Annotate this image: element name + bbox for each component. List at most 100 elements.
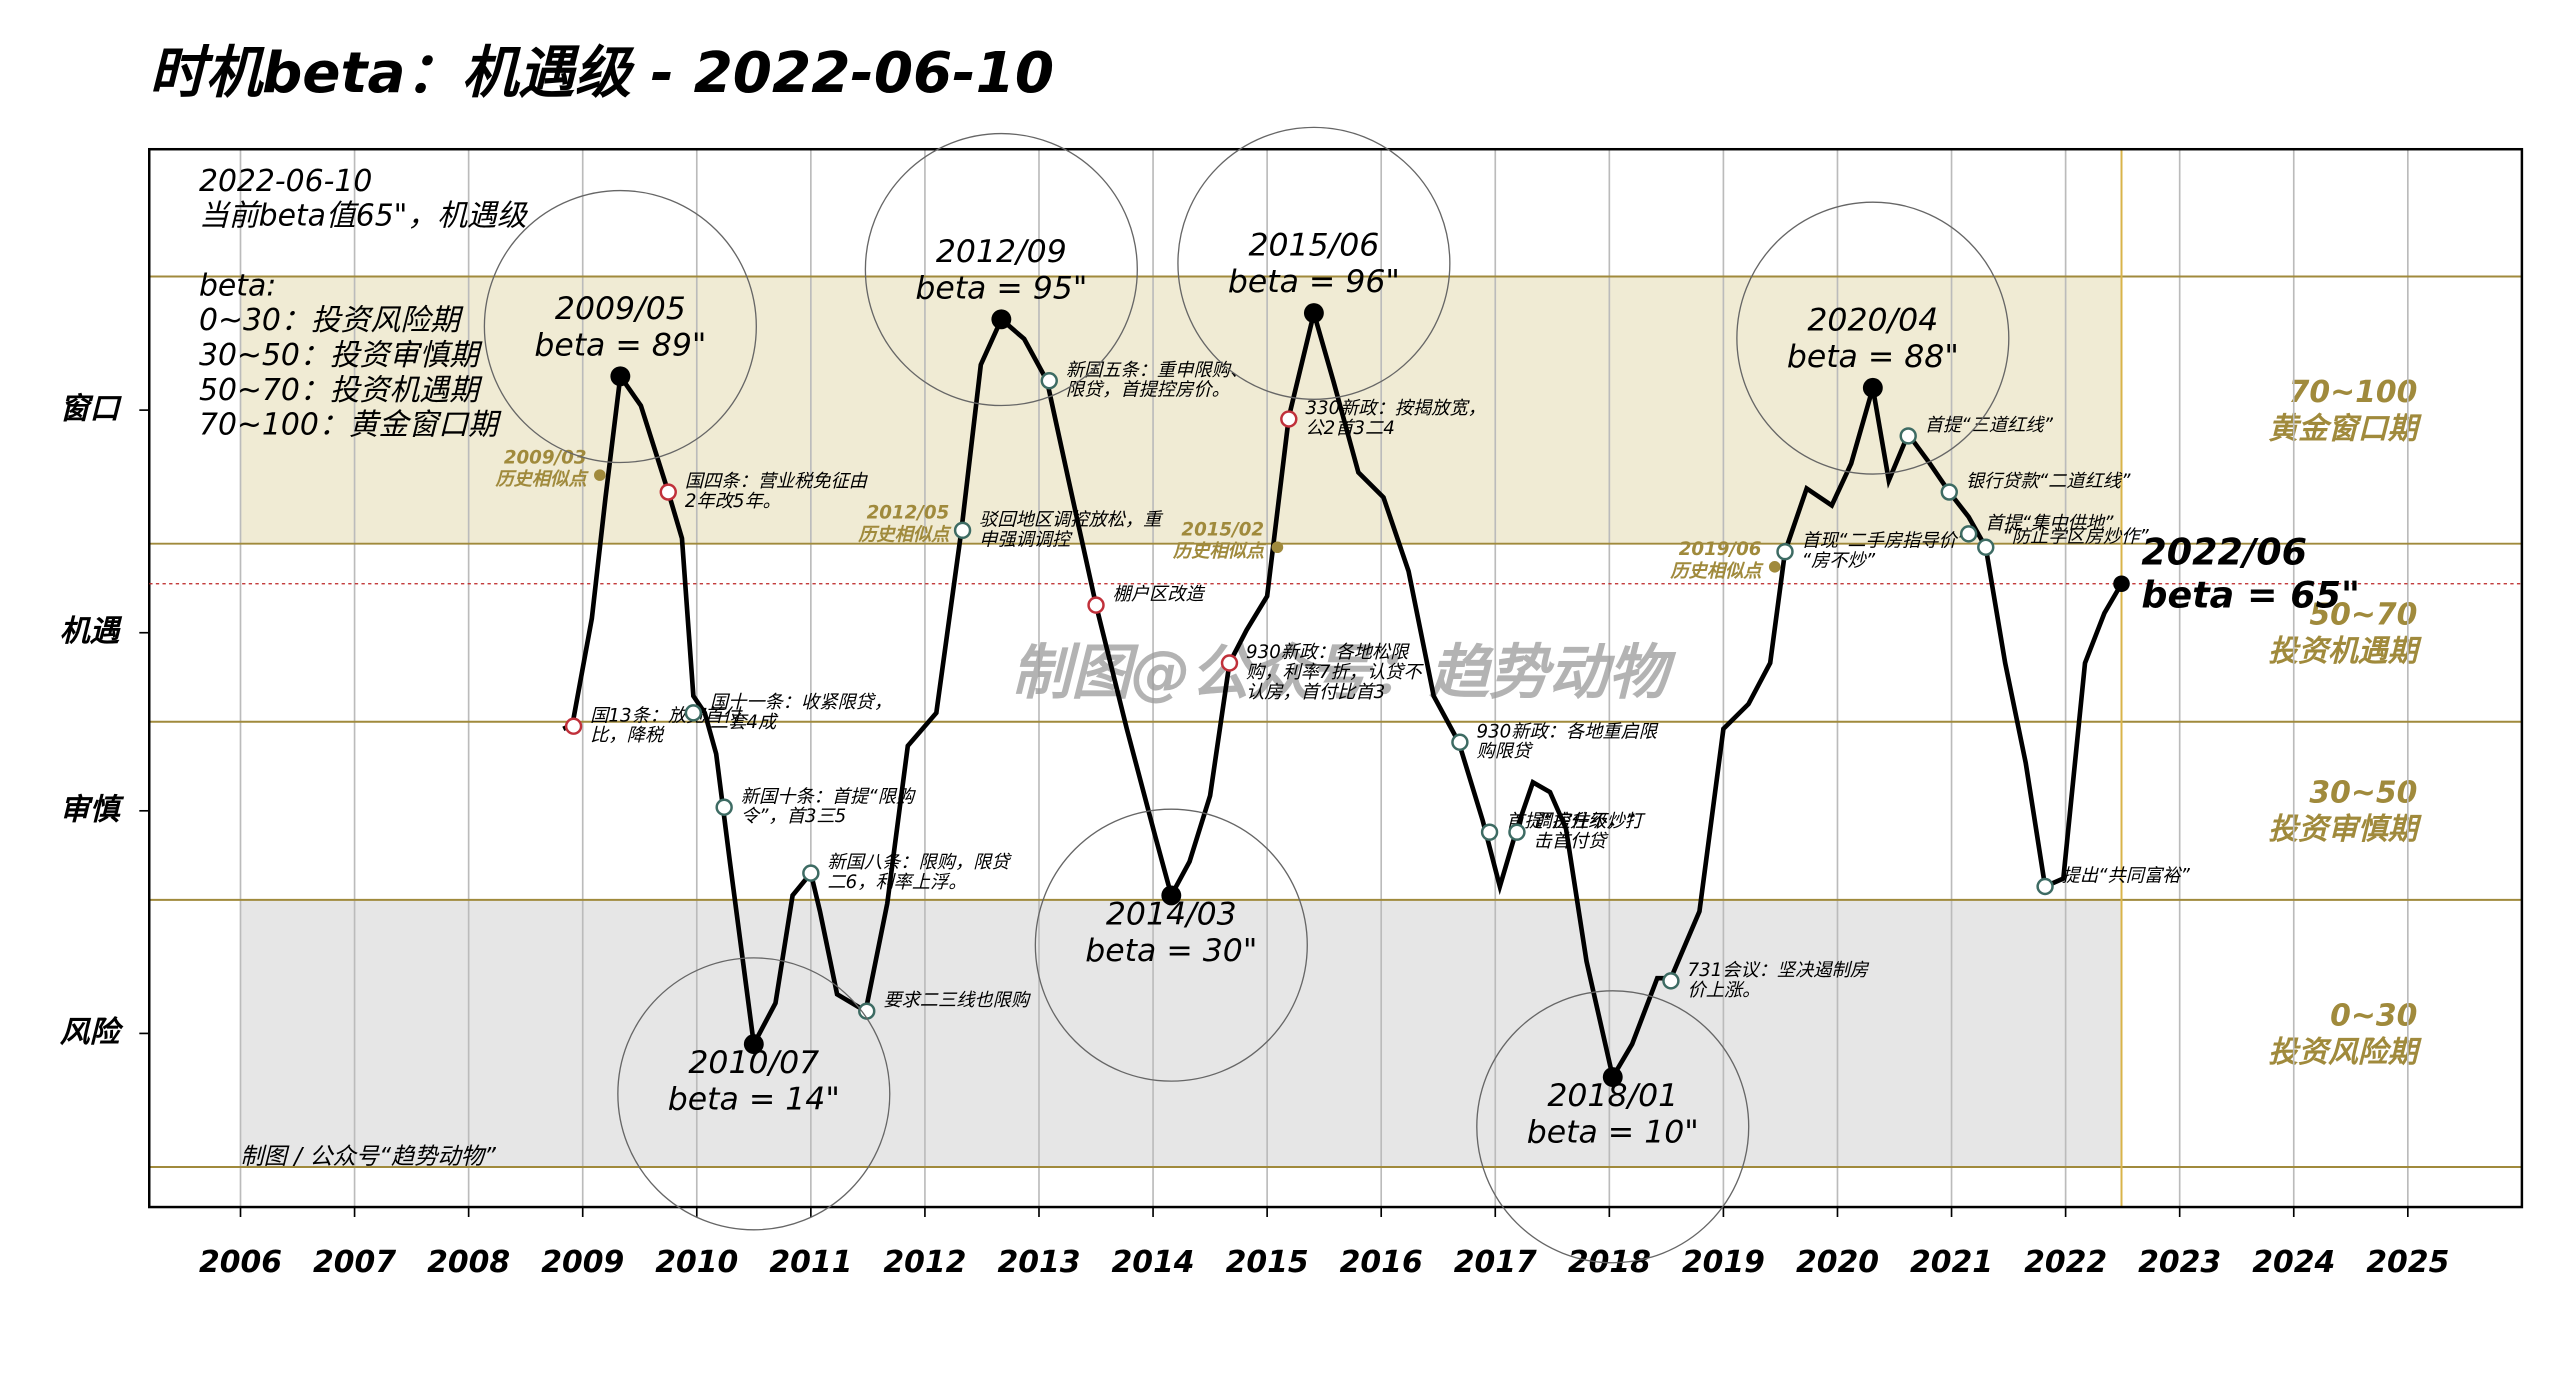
- x-tick-label: 2011: [769, 1245, 852, 1280]
- event-marker: [1220, 654, 1239, 672]
- extreme-label: beta = 96": [1228, 264, 1400, 300]
- x-tick-label: 2017: [1454, 1245, 1537, 1280]
- event-label: 驳回地区调控放松，重: [979, 509, 1164, 530]
- extreme-date: 2020/04: [1807, 303, 1938, 339]
- event-label: “房不炒”: [1802, 551, 1876, 572]
- event-label: 731会议：坚决遏制房: [1688, 960, 1870, 981]
- x-tick-label: 2015: [1226, 1245, 1309, 1280]
- plot-frame: [148, 147, 2524, 1209]
- event-label: 比，降税: [590, 725, 665, 746]
- x-tick-label: 2009: [541, 1245, 624, 1280]
- extreme-date: 2015/06: [1248, 228, 1379, 264]
- similar-label: 2015/02: [1181, 520, 1264, 541]
- band-label: 投资审慎期: [2268, 812, 2422, 847]
- info-text: 当前beta值65"，机遇级: [199, 199, 529, 234]
- extreme-marker: [991, 309, 1012, 330]
- event-marker: [2036, 877, 2054, 896]
- event-label: 棚户区改造: [1113, 584, 1206, 605]
- event-marker: [1087, 596, 1105, 614]
- event-label: 新国十条：首提“限购: [741, 786, 917, 807]
- event-marker: [953, 521, 972, 540]
- extreme-date: 2010/07: [688, 1045, 819, 1081]
- event-label: 930新政：各地松限: [1246, 642, 1410, 663]
- x-tick-label: 2007: [313, 1245, 396, 1280]
- event-label: 2年改5年。: [685, 491, 781, 512]
- event-marker: [1480, 823, 1499, 841]
- info-text: 2022-06-10: [199, 164, 372, 199]
- info-text: 70~100：黄金窗口期: [199, 408, 502, 443]
- y-tick-label: 机遇: [60, 614, 123, 649]
- event-marker: [564, 717, 583, 735]
- x-tick-label: 2019: [1682, 1245, 1765, 1280]
- x-tick-label: 2006: [199, 1245, 282, 1280]
- beta-line: [562, 303, 2124, 1084]
- extreme-ring: [864, 132, 1138, 407]
- event-label: 认房，首付比首3: [1246, 682, 1385, 703]
- extreme-marker: [610, 366, 631, 387]
- extreme-ring: [1476, 990, 1750, 1264]
- chart-title: 时机beta：机遇级 - 2022-06-10: [149, 41, 1054, 106]
- event-marker: [1959, 525, 1978, 543]
- event-label: 首提“集中供地”: [1985, 513, 2114, 534]
- current-marker: [2113, 575, 2130, 593]
- extreme-ring: [1177, 126, 1451, 400]
- similar-label: 2019/06: [1679, 539, 1762, 560]
- event-label: 330新政：按揭放宽，: [1305, 398, 1486, 419]
- x-tick-label: 2008: [427, 1245, 510, 1280]
- event-label: 购，利率7折，认贷不: [1246, 662, 1424, 683]
- event-marker: [715, 798, 733, 816]
- event-marker: [1040, 372, 1058, 390]
- current-label: beta = 65": [2141, 574, 2360, 617]
- event-label: 令”，首3三5: [741, 806, 847, 827]
- extreme-date: 2009/05: [555, 291, 686, 327]
- band-label: 投资机遇期: [2268, 634, 2422, 669]
- x-tick-label: 2010: [655, 1245, 738, 1280]
- event-label: 新国八条：限购，限贷: [827, 852, 1012, 873]
- event-marker: [659, 483, 677, 501]
- similar-label: 2012/05: [867, 503, 950, 524]
- extreme-label: beta = 89": [534, 327, 706, 363]
- event-label: 限贷，首提控房价。: [1066, 380, 1230, 401]
- x-tick-label: 2013: [997, 1245, 1080, 1280]
- event-marker: [802, 864, 820, 882]
- extreme-ring: [617, 957, 891, 1231]
- similar-label: 2009/03: [504, 448, 587, 469]
- x-tick-label: 2024: [2252, 1245, 2335, 1280]
- credit: 制图 / 公众号“趋势动物”: [240, 1143, 496, 1170]
- event-label: 购限贷: [1476, 741, 1533, 762]
- band-label: 投资风险期: [2268, 1035, 2422, 1070]
- event-marker: [1451, 733, 1469, 751]
- event-marker: [1940, 483, 1958, 501]
- event-label: 首现“二手房指导价”: [1802, 531, 1967, 552]
- band-label: 70~100: [2289, 375, 2418, 410]
- x-tick-label: 2012: [883, 1245, 966, 1280]
- similar-marker: [594, 469, 606, 481]
- event-label: “防止学区房炒作”: [2002, 526, 2149, 547]
- extreme-label: beta = 30": [1085, 933, 1257, 969]
- band: [240, 899, 2122, 1167]
- current-date: 2022/06: [2141, 530, 2307, 573]
- event-marker: [1662, 972, 1680, 990]
- extreme-ring: [1736, 201, 2010, 475]
- y-tick-label: 窗口: [60, 392, 123, 427]
- x-tick-label: 2025: [2366, 1245, 2449, 1280]
- event-marker: [1508, 823, 1526, 841]
- similar-label: 历史相似点: [1172, 541, 1267, 562]
- event-marker: [1977, 538, 1995, 556]
- event-label: 首提“房住不炒”: [1506, 811, 1635, 832]
- event-label: 二套4成: [710, 712, 779, 733]
- event-label: 二6，利率上浮。: [827, 872, 966, 893]
- similar-marker: [1768, 561, 1781, 573]
- x-tick-label: 2016: [1340, 1245, 1423, 1280]
- extreme-marker: [1602, 1067, 1623, 1087]
- x-tick-label: 2014: [1112, 1245, 1195, 1280]
- y-tick-label: 风险: [60, 1015, 124, 1050]
- similar-marker: [1271, 541, 1284, 554]
- extreme-ring: [1034, 808, 1308, 1082]
- x-tick-label: 2023: [2138, 1245, 2221, 1280]
- event-label: 公2首3二4: [1305, 418, 1394, 439]
- extreme-date: 2018/01: [1547, 1078, 1678, 1114]
- extreme-date: 2014/03: [1106, 896, 1237, 932]
- extreme-ring: [483, 189, 757, 464]
